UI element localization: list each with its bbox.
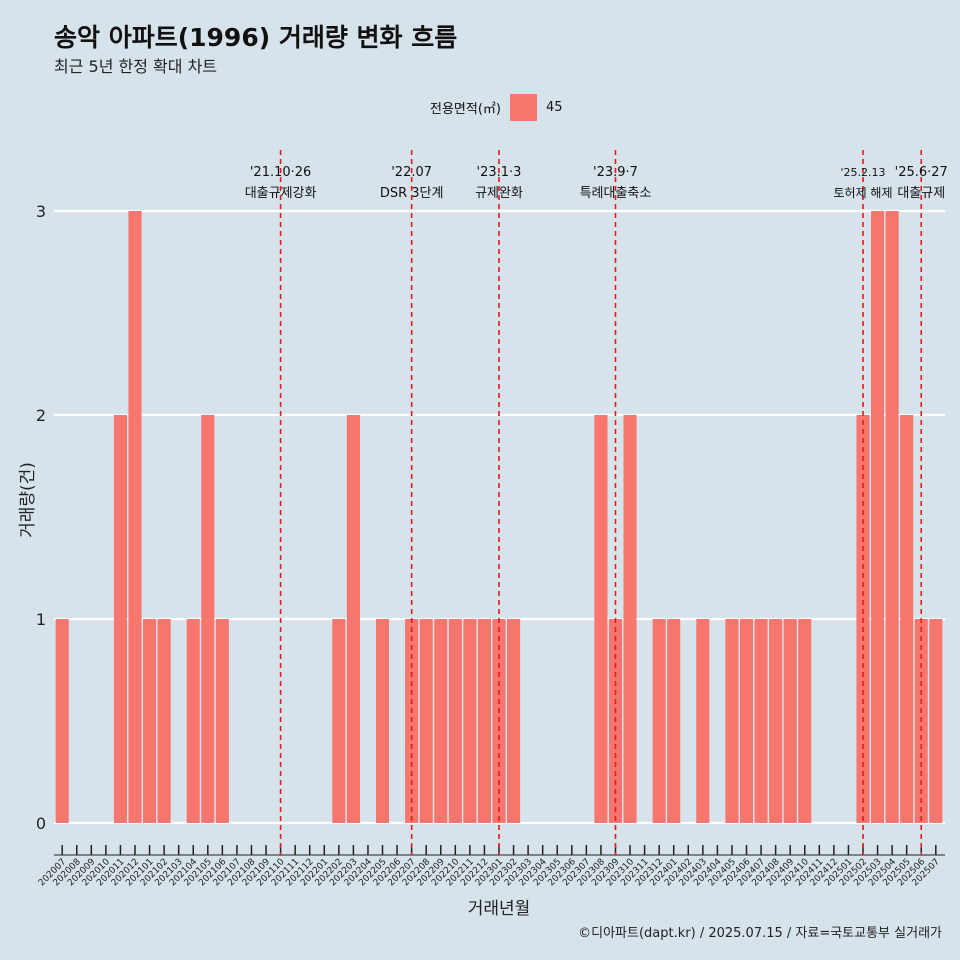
legend: 전용면적(㎡) 45 — [430, 93, 563, 121]
bar — [623, 415, 637, 823]
annotation-date: '25.6·27 — [895, 165, 948, 180]
bar — [739, 619, 754, 823]
bar — [477, 619, 491, 823]
legend-title: 전용면적(㎡) — [430, 101, 501, 117]
bar — [128, 211, 142, 823]
bar — [448, 619, 462, 823]
bar — [507, 619, 521, 823]
bar — [696, 619, 710, 823]
bar — [419, 619, 433, 823]
bar — [871, 211, 885, 823]
annotation-label: 특례대출축소 — [580, 186, 652, 201]
annotation-date: '23.1·3 — [477, 165, 522, 180]
annotation-label: 규제완화 — [475, 186, 523, 201]
annotation-date: '22.07 — [391, 165, 432, 180]
legend-swatch — [509, 93, 537, 121]
bar — [885, 211, 899, 823]
bar — [594, 415, 608, 823]
bar — [798, 619, 812, 823]
annotation-date: '23.9·7 — [593, 165, 638, 180]
chart-title: 송악 아파트(1996) 거래량 변화 흐름 — [54, 23, 458, 52]
bar — [929, 619, 943, 823]
bar — [332, 619, 346, 823]
bar — [463, 619, 477, 823]
bar — [215, 619, 229, 823]
annotation-label: 대출규제 — [897, 186, 945, 201]
bar — [201, 415, 215, 823]
bar — [55, 619, 69, 823]
bar — [375, 619, 390, 823]
bar — [157, 619, 171, 823]
bar — [346, 415, 360, 823]
legend-item-label: 45 — [545, 99, 563, 115]
bar — [113, 415, 127, 823]
bar — [434, 619, 448, 823]
y-tick-label: 1 — [36, 610, 46, 629]
caption: ©디아파트(dapt.kr) / 2025.07.15 / 자료=국토교통부 실… — [578, 926, 942, 941]
annotation-label: 대출규제강화 — [245, 186, 317, 201]
annotation-date: '25.2.13 — [840, 166, 885, 179]
annotation-label: 토허제 해제 — [833, 186, 892, 200]
bar — [754, 619, 768, 823]
annotation-date: '21.10·26 — [250, 165, 311, 180]
x-axis-title: 거래년월 — [468, 899, 531, 919]
bar — [900, 415, 914, 823]
annotation-label: DSR 3단계 — [380, 186, 444, 201]
y-tick-label: 3 — [36, 202, 46, 221]
bar — [769, 619, 783, 823]
bar — [725, 619, 739, 823]
bar — [143, 619, 157, 823]
bar — [186, 619, 200, 823]
bar — [667, 619, 681, 823]
y-axis-title: 거래량(건) — [18, 462, 38, 538]
y-tick-label: 2 — [36, 406, 46, 425]
bar — [783, 619, 797, 823]
bar — [652, 619, 666, 823]
chart-subtitle: 최근 5년 한정 확대 차트 — [54, 57, 218, 76]
y-tick-label: 0 — [36, 814, 46, 833]
